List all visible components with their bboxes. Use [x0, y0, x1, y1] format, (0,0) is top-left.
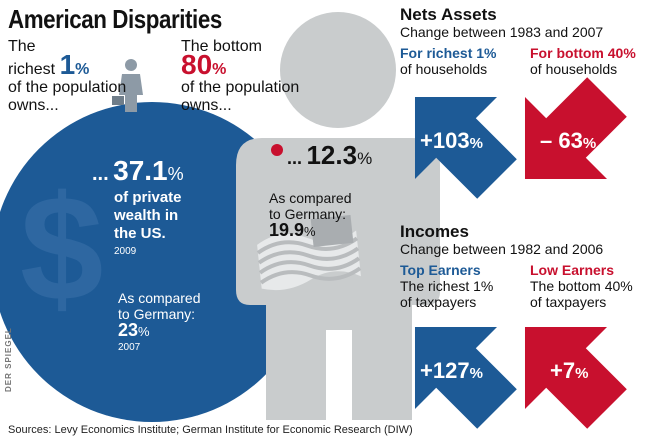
businessman-icon: [112, 59, 143, 112]
intro-bottom-value: 80: [181, 49, 213, 80]
nets-left-sub: of households: [400, 61, 488, 77]
intro-richest-unit: %: [75, 61, 90, 78]
circle-compare-line: As compared: [118, 290, 201, 306]
intro-bottom: The bottom 80% of the population owns...: [181, 38, 321, 115]
intro-richest-line3: of the population: [8, 79, 127, 96]
circle-compare-line: to Germany:: [118, 306, 196, 322]
page-title: American Disparities: [8, 4, 222, 34]
incomes-right-value-unit: %: [575, 365, 589, 382]
intro-richest: The richest 1% of the population owns...: [8, 38, 127, 115]
incomes-left-value-number: +127: [420, 358, 470, 383]
figure-prefix: ...: [287, 148, 303, 168]
nets-left-value-unit: %: [469, 135, 483, 152]
nets-subtitle: Change between 1983 and 2007: [400, 24, 604, 40]
figure-value-row: ... 12.3%: [287, 140, 372, 171]
source-note: Sources: Levy Economics Institute; Germa…: [8, 424, 413, 436]
intro-richest-line1: The: [8, 38, 36, 55]
circle-value-row: ... 37.1%: [92, 155, 242, 187]
figure-compare-value: 19.9: [269, 220, 305, 240]
incomes-right-sub: The bottom 40% of taxpayers: [530, 278, 633, 310]
intro-bottom-line3: owns...: [181, 97, 232, 114]
dollar-sign-icon: $: [20, 164, 103, 332]
incomes-arrow-up-small: [524, 326, 627, 429]
circle-desc-line: of private: [114, 189, 182, 206]
nets-left-value: +103%: [420, 128, 483, 154]
incomes-right-head: Low Earners: [530, 262, 615, 278]
intro-richest-line4: owns...: [8, 97, 59, 114]
figure-compare-line: As compared: [269, 190, 352, 206]
incomes-subtitle: Change between 1982 and 2006: [400, 241, 604, 257]
nets-left-head: For richest 1%: [400, 45, 497, 61]
incomes-right-value-number: +7: [550, 358, 576, 383]
incomes-left-sub-line: of taxpayers: [400, 294, 477, 310]
incomes-title: Incomes: [400, 222, 469, 241]
intro-bottom-line1: The bottom: [181, 38, 262, 55]
us-flag-icon: [256, 214, 362, 291]
intro-bottom-unit: %: [212, 61, 227, 78]
circle-compare: As compared to Germany: 23% 2007: [118, 290, 228, 356]
incomes-left-sub: The richest 1% of taxpayers: [400, 278, 493, 310]
circle-text: ... 37.1% of private wealth in the US. 2…: [92, 155, 242, 261]
nets-right-value-unit: %: [582, 135, 597, 152]
nets-arrow-down: [524, 77, 627, 180]
incomes-arrow-up: [414, 326, 517, 429]
wealth-circle: [0, 102, 312, 422]
nets-arrow-up: [414, 96, 517, 199]
circle-year: 2009: [114, 246, 137, 257]
circle-desc-line: wealth in: [114, 207, 179, 224]
figure-value: 12.3: [306, 140, 358, 170]
figure-compare-unit: %: [304, 224, 316, 239]
circle-compare-unit: %: [138, 324, 150, 339]
red-dot: [271, 144, 283, 156]
circle-prefix: ...: [92, 163, 109, 185]
circle-compare-year: 2007: [118, 342, 141, 353]
circle-compare-value: 23: [118, 320, 139, 340]
intro-richest-line2-row: richest 1%: [8, 51, 118, 79]
credit-label: DER SPIEGEL: [4, 327, 13, 392]
intro-richest-value: 1: [59, 49, 76, 80]
incomes-right-value: +7%: [550, 358, 588, 384]
nets-right-value-number: – 63: [540, 128, 583, 153]
incomes-right-sub-line: The bottom 40%: [530, 278, 633, 294]
intro-bottom-value-row: 80%: [181, 51, 321, 79]
nets-right-sub: of households: [530, 61, 618, 77]
nets-title: Nets Assets: [400, 5, 497, 24]
nets-right-head: For bottom 40%: [530, 45, 636, 61]
nets-left-value-number: +103: [420, 128, 470, 153]
figure-compare: As compared to Germany: 19.9%: [269, 190, 351, 240]
intro-richest-line2: richest: [8, 61, 56, 78]
incomes-left-value: +127%: [420, 358, 483, 384]
circle-value: 37.1: [113, 155, 168, 186]
circle-desc-line: the US.: [114, 225, 166, 242]
circle-unit: %: [167, 164, 184, 184]
incomes-right-sub-line: of taxpayers: [530, 294, 607, 310]
incomes-left-value-unit: %: [469, 365, 483, 382]
figure-unit: %: [357, 149, 373, 168]
incomes-left-sub-line: The richest 1%: [400, 278, 494, 294]
circle-desc: of private wealth in the US. 2009: [114, 189, 242, 261]
figure-compare-line: to Germany:: [269, 206, 347, 222]
nets-right-value: – 63%: [540, 128, 596, 154]
intro-bottom-line2: of the population: [181, 79, 300, 96]
incomes-left-head: Top Earners: [400, 262, 481, 278]
